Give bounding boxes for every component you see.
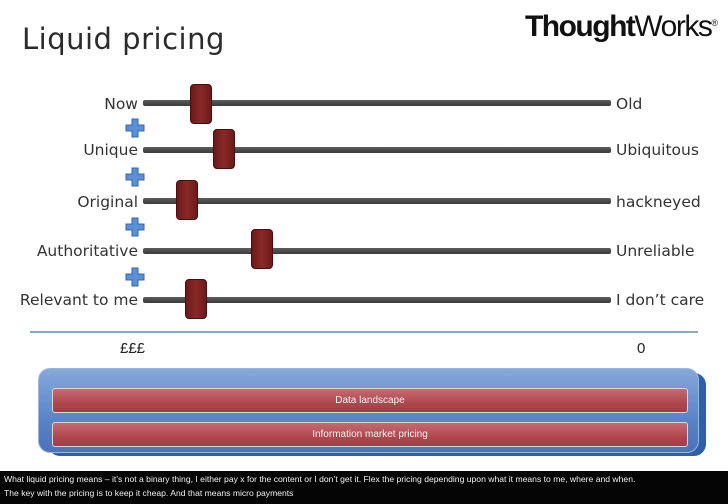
- slider-track-original[interactable]: [143, 198, 611, 204]
- slider-track-now[interactable]: [143, 100, 611, 106]
- information-market-pricing-bar: Information market pricing: [52, 422, 688, 447]
- logo-mark: ®: [711, 18, 718, 28]
- slider-right-label-dont-care: I don’t care: [616, 291, 705, 309]
- slide-title: Liquid pricing: [22, 22, 225, 56]
- slider-track-relevant[interactable]: [143, 297, 611, 303]
- data-landscape-bar: Data landscape: [52, 388, 688, 413]
- slider-track-unique[interactable]: [143, 147, 611, 153]
- slider-thumb-now[interactable]: [189, 84, 212, 124]
- slider-track-authoritative[interactable]: [143, 248, 611, 254]
- slider-right-label-unreliable: Unreliable: [616, 242, 695, 260]
- logo-regular-text: Works: [634, 10, 712, 43]
- slider-thumb-relevant[interactable]: [185, 279, 208, 319]
- footer-line-2: The key with the pricing is to keep it c…: [4, 488, 294, 498]
- slider-right-label-ubiquitous: Ubiquitous: [616, 141, 699, 159]
- slider-left-label-relevant: Relevant to me: [19, 291, 138, 309]
- slider-thumb-original[interactable]: [175, 180, 198, 220]
- plus-icon: [125, 167, 145, 187]
- plus-icon: [125, 118, 145, 138]
- logo-bold-text: Thought: [524, 10, 636, 43]
- thoughtworks-logo: ThoughtWorks®: [525, 10, 718, 44]
- price-label-high: £££: [120, 340, 146, 357]
- slider-right-label-hackneyed: hackneyed: [616, 193, 701, 211]
- slider-left-label-original: Original: [77, 193, 138, 211]
- slider-left-label-unique: Unique: [83, 141, 138, 159]
- price-axis-line: [30, 331, 698, 333]
- slider-thumb-authoritative[interactable]: [250, 229, 273, 269]
- slider-left-label-now: Now: [104, 95, 138, 113]
- slider-thumb-unique[interactable]: [213, 129, 236, 169]
- footer-line-1: What liquid pricing means – it’s not a b…: [4, 474, 636, 484]
- price-label-zero: 0: [637, 340, 646, 357]
- slider-left-label-authoritative: Authoritative: [36, 242, 138, 260]
- notes-footer: What liquid pricing means – it’s not a b…: [0, 471, 728, 504]
- plus-icon: [125, 267, 145, 287]
- slider-right-label-old: Old: [616, 95, 643, 113]
- plus-icon: [125, 217, 145, 237]
